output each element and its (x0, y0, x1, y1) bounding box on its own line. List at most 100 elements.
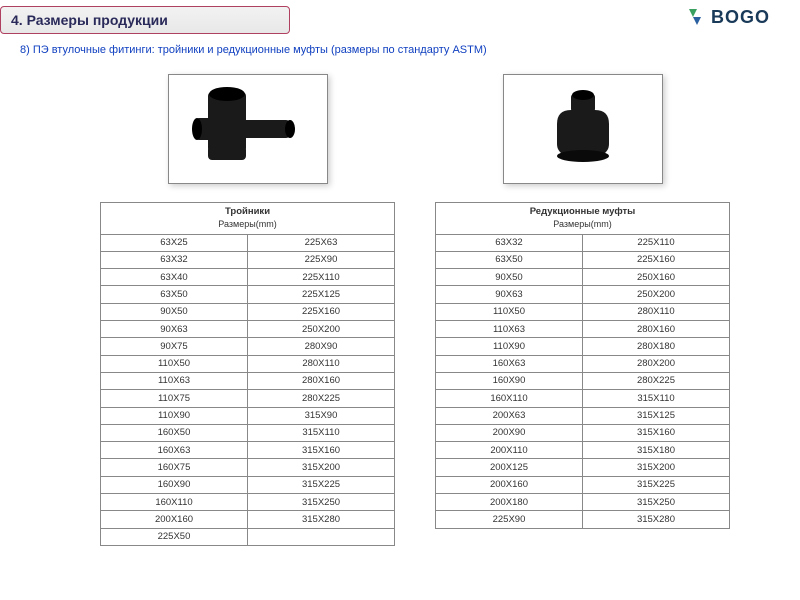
table-row: 90X50250X160 (436, 269, 730, 286)
content-area: Тройники Размеры(mm) 63X25225X6363X32225… (0, 74, 800, 546)
size-cell: 315X225 (582, 476, 729, 493)
size-cell: 280X225 (582, 372, 729, 389)
page-subtitle: 8) ПЭ втулочные фитинги: тройники и реду… (20, 44, 487, 56)
table-row: 200X160315X280 (101, 511, 395, 528)
table-row: 63X50225X125 (101, 286, 395, 303)
logo-icon (683, 6, 707, 28)
size-cell: 63X50 (436, 251, 583, 268)
table-row: 90X50225X160 (101, 303, 395, 320)
size-cell: 160X110 (101, 494, 248, 511)
brand-logo: BOGO (683, 6, 770, 28)
table-row: 110X50280X110 (436, 303, 730, 320)
table-row: 200X125315X200 (436, 459, 730, 476)
size-cell: 315X110 (248, 424, 395, 441)
size-cell: 225X63 (248, 234, 395, 251)
size-cell: 110X50 (436, 303, 583, 320)
size-cell: 63X32 (436, 234, 583, 251)
table-row: 63X32225X90 (101, 251, 395, 268)
table-row: 160X110315X250 (101, 494, 395, 511)
size-cell (248, 528, 395, 545)
table-header-right: Редукционные муфты Размеры(mm) (436, 203, 730, 235)
table-row: 90X75280X90 (101, 338, 395, 355)
size-cell: 160X63 (101, 442, 248, 459)
size-cell: 280X180 (582, 338, 729, 355)
size-cell: 225X160 (582, 251, 729, 268)
size-cell: 63X50 (101, 286, 248, 303)
table-row: 63X50225X160 (436, 251, 730, 268)
tee-sizes-table: Тройники Размеры(mm) 63X25225X6363X32225… (100, 202, 395, 546)
size-cell: 225X50 (101, 528, 248, 545)
table-row: 160X90315X225 (101, 476, 395, 493)
size-cell: 160X75 (101, 459, 248, 476)
size-cell: 200X180 (436, 494, 583, 511)
size-cell: 280X160 (582, 321, 729, 338)
right-column: Редукционные муфты Размеры(mm) 63X32225X… (435, 74, 730, 546)
table-row: 160X90280X225 (436, 372, 730, 389)
size-cell: 280X200 (582, 355, 729, 372)
table-row: 200X180315X250 (436, 494, 730, 511)
table-title: Редукционные муфты (530, 206, 636, 217)
size-cell: 315X160 (248, 442, 395, 459)
table-title: Тройники (225, 206, 270, 217)
table-row: 160X110315X110 (436, 390, 730, 407)
size-cell: 315X200 (248, 459, 395, 476)
tee-fitting-image (168, 74, 328, 184)
table-row: 110X75280X225 (101, 390, 395, 407)
size-cell: 315X200 (582, 459, 729, 476)
size-cell: 110X90 (101, 407, 248, 424)
size-cell: 315X90 (248, 407, 395, 424)
size-cell: 63X40 (101, 269, 248, 286)
left-column: Тройники Размеры(mm) 63X25225X6363X32225… (100, 74, 395, 546)
size-cell: 200X63 (436, 407, 583, 424)
size-cell: 315X280 (582, 511, 729, 528)
size-cell: 315X250 (582, 494, 729, 511)
table-row: 200X110315X180 (436, 442, 730, 459)
size-cell: 315X180 (582, 442, 729, 459)
table-subtitle: Размеры(mm) (553, 219, 611, 229)
size-cell: 160X50 (101, 424, 248, 441)
size-cell: 200X160 (436, 476, 583, 493)
table-header-left: Тройники Размеры(mm) (101, 203, 395, 235)
size-cell: 225X110 (582, 234, 729, 251)
size-cell: 160X63 (436, 355, 583, 372)
size-cell: 160X90 (101, 476, 248, 493)
table-row: 90X63250X200 (101, 321, 395, 338)
size-cell: 225X90 (248, 251, 395, 268)
size-cell: 315X125 (582, 407, 729, 424)
section-header: 4. Размеры продукции (0, 6, 290, 34)
size-cell: 315X225 (248, 476, 395, 493)
size-cell: 160X90 (436, 372, 583, 389)
size-cell: 200X90 (436, 424, 583, 441)
size-cell: 225X160 (248, 303, 395, 320)
size-cell: 63X25 (101, 234, 248, 251)
size-cell: 90X75 (101, 338, 248, 355)
size-cell: 200X125 (436, 459, 583, 476)
table-row: 110X50280X110 (101, 355, 395, 372)
size-cell: 280X110 (582, 303, 729, 320)
reducer-sizes-table: Редукционные муфты Размеры(mm) 63X32225X… (435, 202, 730, 529)
size-cell: 110X90 (436, 338, 583, 355)
size-cell: 200X160 (101, 511, 248, 528)
section-title: 4. Размеры продукции (11, 12, 168, 28)
table-row: 110X90315X90 (101, 407, 395, 424)
table-row: 160X75315X200 (101, 459, 395, 476)
table-row: 110X63280X160 (101, 372, 395, 389)
size-cell: 63X32 (101, 251, 248, 268)
table-row: 225X90315X280 (436, 511, 730, 528)
size-cell: 315X280 (248, 511, 395, 528)
size-cell: 110X63 (101, 372, 248, 389)
size-cell: 225X125 (248, 286, 395, 303)
table-row: 160X63315X160 (101, 442, 395, 459)
table-row: 160X63280X200 (436, 355, 730, 372)
size-cell: 280X110 (248, 355, 395, 372)
reducer-fitting-image (503, 74, 663, 184)
size-cell: 280X225 (248, 390, 395, 407)
size-cell: 315X250 (248, 494, 395, 511)
table-row: 200X160315X225 (436, 476, 730, 493)
size-cell: 110X75 (101, 390, 248, 407)
size-cell: 225X110 (248, 269, 395, 286)
logo-text: BOGO (711, 7, 770, 28)
size-cell: 250X200 (582, 286, 729, 303)
table-row: 63X32225X110 (436, 234, 730, 251)
size-cell: 90X63 (436, 286, 583, 303)
